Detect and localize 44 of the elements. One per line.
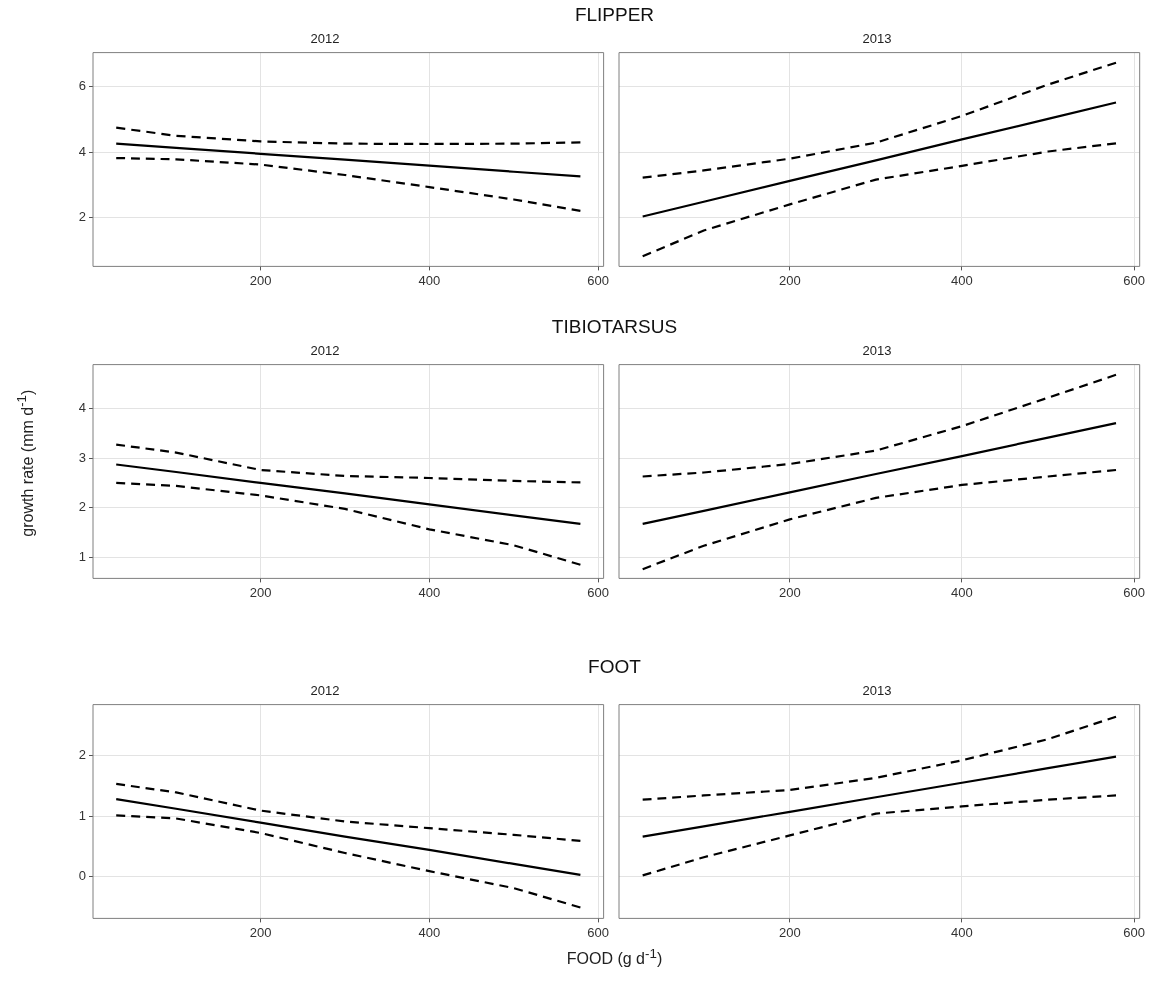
x-tick-label: 400 [418,584,441,600]
x-tick-label: 400 [418,272,441,288]
x-tick-label: 200 [249,272,272,288]
x-tick-label: 600 [1123,924,1145,940]
y-tick-label: 2 [78,747,86,763]
y-tick-label: 3 [78,449,86,465]
x-tick-label: 400 [951,584,973,600]
line-series [115,782,582,842]
line-series [115,126,582,146]
y-tick-label: 6 [78,78,86,94]
line-series [115,156,582,213]
chart-subtitle: 2012 [310,343,340,359]
x-tick-label: 400 [951,272,973,288]
y-tick-label: 2 [78,499,86,515]
line-series [115,481,582,566]
y-tick-label: 2 [78,209,86,225]
chart-title: FOOT [587,656,642,678]
x-tick-label: 600 [587,924,609,940]
x-tick-label: 600 [1123,272,1145,288]
x-tick-label: 200 [778,272,801,288]
x-tick-label: 600 [587,584,609,600]
y-tick-label: 0 [78,868,86,884]
chart-subtitle: 2012 [310,31,340,47]
x-tick-label: 600 [587,272,609,288]
x-axis-title: FOOD (g d$^{-1}$) [565,946,664,969]
y-tick-label: 4 [78,399,86,415]
y-tick-label: 1 [78,549,86,565]
x-tick-label: 200 [778,584,801,600]
chart-subtitle: 2013 [862,343,892,359]
y-tick-label: 4 [78,143,86,159]
x-tick-label: 200 [778,924,801,940]
chart-subtitle: 2013 [862,683,892,699]
x-tick-label: 200 [249,924,272,940]
x-tick-label: 400 [951,924,973,940]
chart-subtitle: 2012 [310,683,340,699]
line-series [115,443,582,484]
chart-title: FLIPPER [573,4,656,26]
chart-subtitle: 2013 [862,31,892,47]
x-tick-label: 600 [1123,584,1145,600]
chart-title: TIBIOTARSUS [550,316,679,338]
line-series [115,814,582,909]
y-tick-label: 1 [78,807,86,823]
x-tick-label: 200 [249,584,272,600]
x-tick-label: 400 [418,924,441,940]
